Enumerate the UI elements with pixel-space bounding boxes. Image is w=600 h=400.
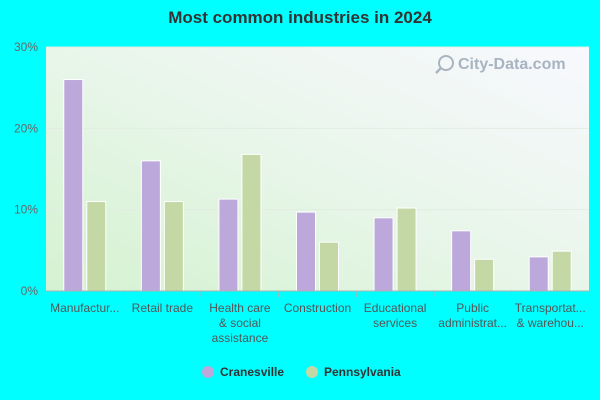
y-tick-label: 30% <box>14 40 38 54</box>
category-label: Retail trade <box>132 301 194 315</box>
magnifier-icon <box>435 55 454 74</box>
category-label: Health care <box>209 301 271 315</box>
bar-pennsylvania[interactable] <box>551 250 572 292</box>
category-label: Construction <box>284 301 351 315</box>
bar-pennsylvania[interactable] <box>474 258 495 292</box>
chart-title: Most common industries in 2024 <box>168 8 432 27</box>
bar-pennsylvania[interactable] <box>241 153 262 292</box>
bar-cranesville[interactable] <box>63 79 84 292</box>
category-label: Educational <box>364 301 427 315</box>
bar-pennsylvania[interactable] <box>396 207 417 292</box>
bar-pennsylvania[interactable] <box>319 241 339 292</box>
bar-cranesville[interactable] <box>373 217 394 292</box>
category-label: & warehou... <box>517 316 584 330</box>
legend-swatch <box>306 366 318 378</box>
bar-cranesville[interactable] <box>528 256 549 292</box>
category-label: assistance <box>212 331 269 345</box>
legend-label: Cranesville <box>220 365 284 379</box>
category-label: & social <box>219 316 261 330</box>
bar-cranesville[interactable] <box>296 211 316 292</box>
category-label: Manufactur... <box>50 301 119 315</box>
category-label: Transportat... <box>515 301 586 315</box>
bar-cranesville[interactable] <box>218 198 239 292</box>
legend-swatch <box>202 366 214 378</box>
bar-pennsylvania[interactable] <box>86 201 107 292</box>
legend-label: Pennsylvania <box>324 365 401 379</box>
bar-cranesville[interactable] <box>140 160 161 292</box>
category-label: Public <box>456 301 489 315</box>
y-tick-label: 0% <box>21 284 39 298</box>
category-label: administrat... <box>438 316 507 330</box>
y-tick-label: 10% <box>14 203 38 217</box>
category-label: services <box>373 316 417 330</box>
bar-cranesville[interactable] <box>451 230 472 292</box>
bar-pennsylvania[interactable] <box>163 201 184 292</box>
y-tick-label: 20% <box>14 121 38 135</box>
plot-background <box>46 47 589 291</box>
watermark: City-Data.com <box>435 55 566 74</box>
watermark-text: City-Data.com <box>458 56 566 73</box>
